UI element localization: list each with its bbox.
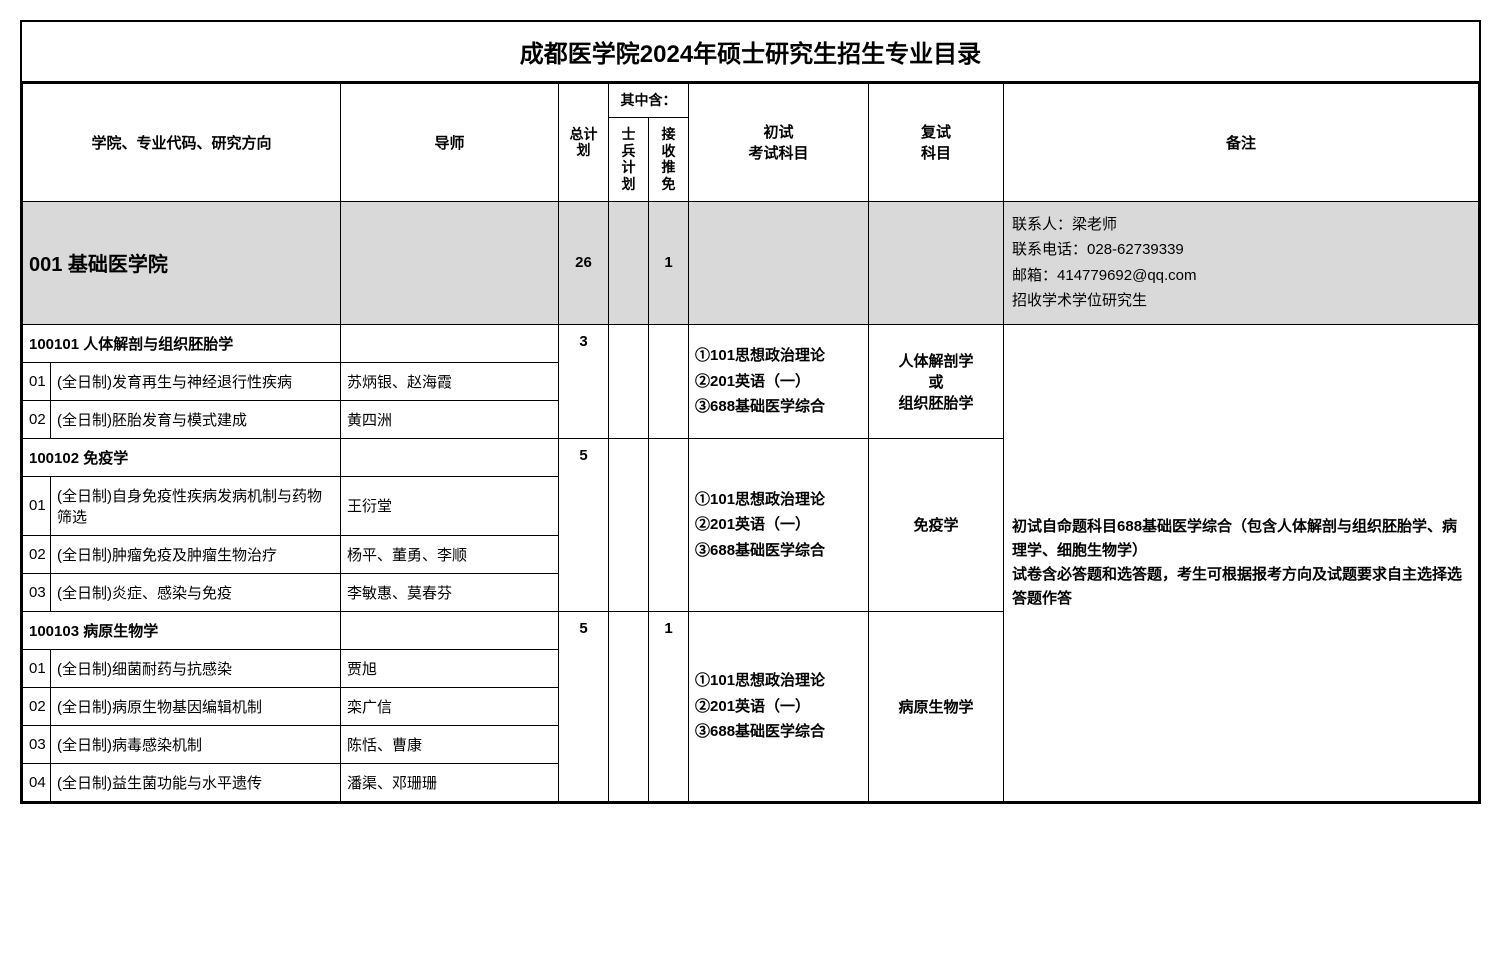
direction-index: 02 (23, 687, 51, 725)
direction-name: (全日制)自身免疫性疾病发病机制与药物筛选 (51, 476, 341, 535)
dept-recommend: 1 (649, 201, 689, 324)
dept-contact: 联系人：梁老师联系电话：028-62739339邮箱：414779692@qq.… (1004, 201, 1479, 324)
direction-index: 03 (23, 725, 51, 763)
direction-name: (全日制)细菌耐药与抗感染 (51, 649, 341, 687)
th-recommend: 接收推免 (649, 117, 689, 201)
subject-retest: 免疫学 (869, 438, 1004, 611)
catalog-table: 学院、专业代码、研究方向导师总计划其中含：初试考试科目复试科目备注 士兵计划接收推… (22, 83, 1479, 802)
subject-recommend (649, 438, 689, 611)
dept-retest (869, 201, 1004, 324)
subject-recommend (649, 324, 689, 438)
direction-teacher: 杨平、董勇、李顺 (341, 535, 559, 573)
direction-index: 01 (23, 362, 51, 400)
direction-teacher: 栾广信 (341, 687, 559, 725)
th-remark: 备注 (1004, 84, 1479, 202)
subject-soldier (609, 438, 649, 611)
dept-total: 26 (559, 201, 609, 324)
th-exam: 初试考试科目 (689, 84, 869, 202)
subject-total: 3 (559, 324, 609, 438)
th-teacher: 导师 (341, 84, 559, 202)
direction-index: 04 (23, 763, 51, 801)
direction-name: (全日制)炎症、感染与免疫 (51, 573, 341, 611)
subject-teacher-blank (341, 324, 559, 362)
subject-teacher-blank (341, 438, 559, 476)
direction-name: (全日制)发育再生与神经退行性疾病 (51, 362, 341, 400)
subject-code: 100102 免疫学 (23, 438, 341, 476)
direction-name: (全日制)病原生物基因编辑机制 (51, 687, 341, 725)
direction-teacher: 潘渠、邓珊珊 (341, 763, 559, 801)
subject-total: 5 (559, 611, 609, 801)
th-total: 总计划 (559, 84, 609, 202)
direction-name: (全日制)益生菌功能与水平遗传 (51, 763, 341, 801)
direction-teacher: 苏炳银、赵海霞 (341, 362, 559, 400)
th-retest: 复试科目 (869, 84, 1004, 202)
subject-exam: ①101思想政治理论②201英语（一）③688基础医学综合 (689, 438, 869, 611)
subject-code: 100103 病原生物学 (23, 611, 341, 649)
subject-recommend: 1 (649, 611, 689, 801)
direction-index: 02 (23, 400, 51, 438)
direction-index: 01 (23, 649, 51, 687)
dept-teacher (341, 201, 559, 324)
direction-index: 02 (23, 535, 51, 573)
subject-total: 5 (559, 438, 609, 611)
th-direction: 学院、专业代码、研究方向 (23, 84, 341, 202)
subject-teacher-blank (341, 611, 559, 649)
subject-code: 100101 人体解剖与组织胚胎学 (23, 324, 341, 362)
direction-teacher: 黄四洲 (341, 400, 559, 438)
page-title: 成都医学院2024年硕士研究生招生专业目录 (22, 22, 1479, 83)
direction-index: 03 (23, 573, 51, 611)
subject-exam: ①101思想政治理论②201英语（一）③688基础医学综合 (689, 324, 869, 438)
subject-soldier (609, 611, 649, 801)
subject-exam: ①101思想政治理论②201英语（一）③688基础医学综合 (689, 611, 869, 801)
direction-teacher: 李敏惠、莫春芬 (341, 573, 559, 611)
subject-retest: 人体解剖学或组织胚胎学 (869, 324, 1004, 438)
direction-name: (全日制)病毒感染机制 (51, 725, 341, 763)
catalog-container: 成都医学院2024年硕士研究生招生专业目录 学院、专业代码、研究方向导师总计划其… (20, 20, 1481, 804)
direction-teacher: 陈恬、曹康 (341, 725, 559, 763)
direction-teacher: 贾旭 (341, 649, 559, 687)
remark-cell: 初试自命题科目688基础医学综合（包含人体解剖与组织胚胎学、病理学、细胞生物学）… (1004, 324, 1479, 801)
th-including: 其中含： (609, 84, 689, 118)
dept-exam (689, 201, 869, 324)
direction-name: (全日制)肿瘤免疫及肿瘤生物治疗 (51, 535, 341, 573)
dept-soldier (609, 201, 649, 324)
direction-name: (全日制)胚胎发育与模式建成 (51, 400, 341, 438)
subject-soldier (609, 324, 649, 438)
th-soldier: 士兵计划 (609, 117, 649, 201)
direction-index: 01 (23, 476, 51, 535)
dept-name: 001 基础医学院 (23, 201, 341, 324)
subject-retest: 病原生物学 (869, 611, 1004, 801)
direction-teacher: 王衍堂 (341, 476, 559, 535)
